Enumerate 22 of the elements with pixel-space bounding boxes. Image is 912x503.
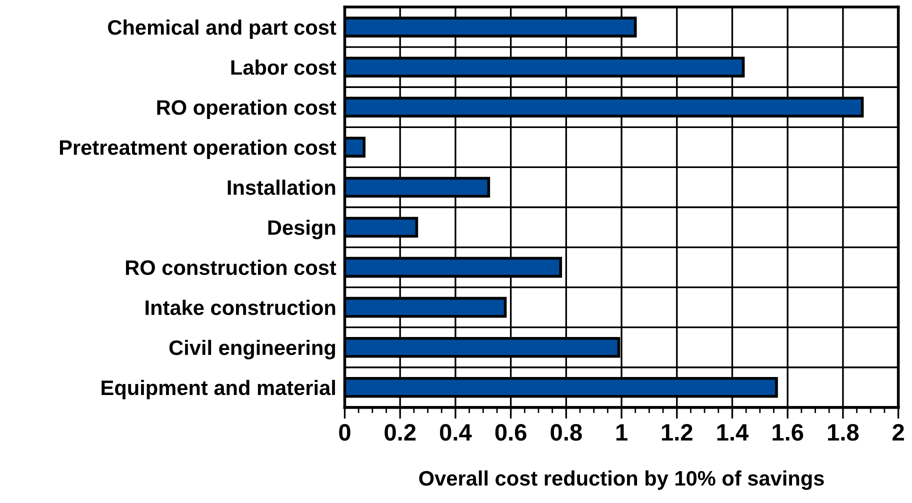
y-tick-label: Labor cost (231, 60, 336, 75)
y-tick-label: RO operation cost (157, 100, 336, 120)
y-tick-label: Pretreatment operation cost (60, 140, 336, 160)
x-tick-label: 2 (892, 424, 904, 441)
x-tick-label: 1.4 (717, 424, 749, 441)
x-tick-label: 1.8 (828, 424, 859, 441)
x-tick-label: 0.2 (384, 424, 416, 441)
y-tick-label: Civil engineering (169, 340, 336, 360)
x-tick-label: 0.4 (440, 424, 472, 441)
y-tick-label: Intake construction (146, 300, 336, 316)
y-tick-label: Installation (228, 180, 336, 195)
x-axis-title: Overall cost reduction by 10% of savings (419, 470, 824, 490)
x-tick-label: 1 (616, 424, 628, 441)
y-tick-label: Design (268, 220, 336, 240)
x-tick-label: 1.2 (662, 424, 692, 441)
x-tick-label: 1.6 (772, 424, 804, 441)
x-tick-label: 0.6 (495, 424, 526, 441)
y-tick-label: RO construction cost (126, 260, 336, 276)
y-tick-label: Chemical and part cost (108, 20, 336, 39)
y-tick-label: Equipment and material (102, 380, 335, 400)
x-tick-label: 0.8 (550, 424, 582, 441)
x-tick-label: 0 (339, 424, 350, 441)
